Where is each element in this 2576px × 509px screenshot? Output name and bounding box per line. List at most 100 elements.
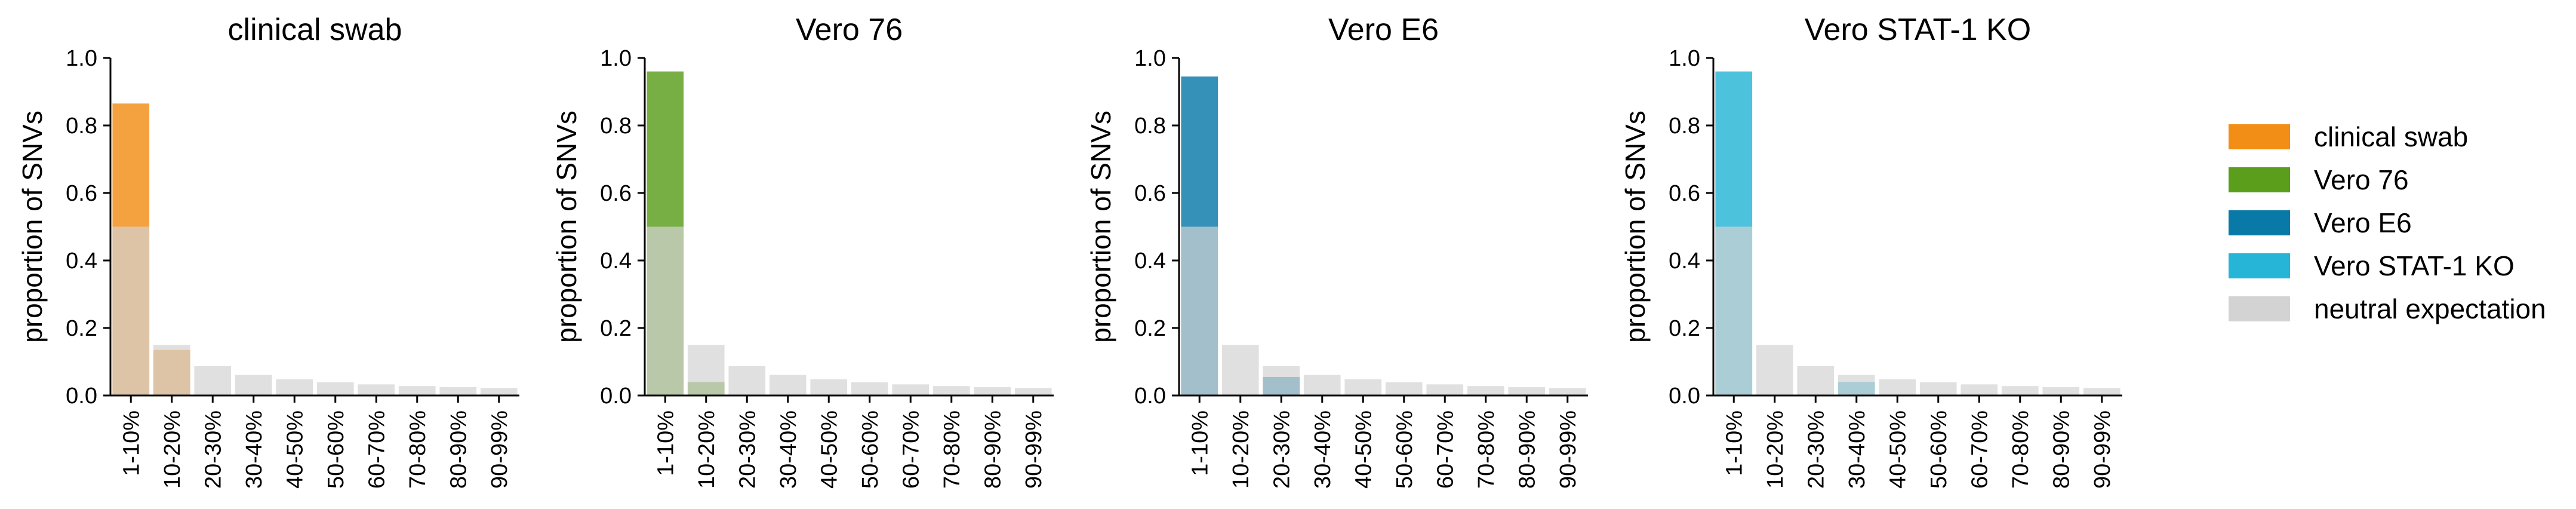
bar-neutral-80-90%	[974, 387, 1011, 395]
x-tick-label: 30-40%	[776, 410, 801, 489]
x-tick-label: 1-10%	[1722, 410, 1747, 476]
y-tick-label: 0.2	[66, 316, 97, 341]
legend-swatch-3	[2229, 210, 2290, 235]
bar-neutral-70-80%	[2001, 386, 2039, 395]
bar-neutral-10-20%	[1221, 345, 1259, 395]
bar-neutral-50-60%	[851, 382, 888, 395]
x-tick-label: 50-60%	[1392, 410, 1417, 489]
x-tick-label: 70-80%	[1474, 410, 1499, 489]
legend: clinical swab Vero 76 Vero E6 Vero STAT-1 K…	[2229, 121, 2546, 324]
x-tick-label: 20-30%	[1269, 410, 1294, 489]
y-tick-label: 0.8	[66, 114, 97, 139]
bar-neutral-70-80%	[932, 386, 970, 395]
bar-neutral-50-60%	[1919, 382, 1957, 395]
bar-neutral-1-10%	[112, 226, 150, 395]
x-tick-label: 10-20%	[694, 410, 719, 489]
bar-neutral-70-80%	[1467, 386, 1504, 395]
x-tick-label: 80-90%	[2049, 410, 2074, 489]
legend-swatch-1	[2229, 124, 2290, 149]
x-tick-label: 10-20%	[1763, 410, 1788, 489]
x-tick-label: 1-10%	[119, 410, 144, 476]
x-tick-label: 30-40%	[1310, 410, 1335, 489]
y-tick-label: 0.6	[1669, 181, 1700, 206]
legend-label: clinical swab	[2314, 121, 2468, 152]
x-tick-label: 60-70%	[1433, 410, 1458, 489]
bar-neutral-60-70%	[1426, 384, 1464, 395]
bar-neutral-50-60%	[1385, 382, 1423, 395]
y-tick-label: 0.8	[1669, 114, 1700, 139]
x-tick-label: 70-80%	[405, 410, 430, 489]
x-tick-label: 80-90%	[446, 410, 471, 489]
x-tick-label: 10-20%	[160, 410, 185, 489]
x-tick-label: 10-20%	[1229, 410, 1254, 489]
x-tick-label: 20-30%	[735, 410, 760, 489]
x-tick-label: 50-60%	[324, 410, 349, 489]
bar-neutral-40-50%	[276, 379, 313, 395]
y-tick-label: 0.0	[1134, 384, 1166, 409]
y-tick-label: 0.2	[1669, 316, 1700, 341]
panel-title: Vero STAT-1 KO	[1805, 13, 2032, 47]
x-tick-label: 50-60%	[1926, 410, 1952, 489]
x-tick-label: 1-10%	[1187, 410, 1212, 476]
bar-neutral-90-99%	[480, 388, 518, 395]
x-tick-label: 50-60%	[858, 410, 883, 489]
y-tick-label: 0.2	[1134, 316, 1166, 341]
y-tick-label: 0.4	[1134, 249, 1166, 274]
bar-neutral-30-40%	[1838, 375, 1875, 395]
chart-panel-1: clinical swab proportion of SNVs 0.0 0.2 0.4…	[17, 13, 519, 489]
chart-panel-4: Vero STAT-1 KO proportion of SNVs 0.0 0.2 0.…	[1620, 13, 2122, 489]
y-axis-label: proportion of SNVs	[1620, 111, 1651, 343]
x-tick-label: 60-70%	[364, 410, 389, 489]
bar-neutral-10-20%	[687, 345, 725, 395]
x-tick-label: 40-50%	[1885, 410, 1910, 489]
y-axis-label: proportion of SNVs	[1085, 111, 1116, 343]
x-tick-label: 70-80%	[2008, 410, 2033, 489]
x-tick-label: 20-30%	[1803, 410, 1829, 489]
x-tick-label: 20-30%	[201, 410, 226, 489]
legend-label: Vero E6	[2314, 207, 2412, 238]
bar-neutral-80-90%	[2042, 387, 2080, 395]
panel-title: Vero E6	[1328, 13, 1439, 47]
y-axis-label: proportion of SNVs	[551, 111, 582, 343]
bar-neutral-1-10%	[1715, 226, 1753, 395]
y-tick-label: 1.0	[600, 46, 632, 71]
bar-neutral-1-10%	[1181, 226, 1218, 395]
y-tick-label: 0.4	[66, 249, 97, 274]
y-tick-label: 0.0	[1669, 384, 1700, 409]
x-tick-label: 90-99%	[487, 410, 512, 489]
bar-neutral-30-40%	[769, 375, 807, 395]
y-tick-label: 0.6	[600, 181, 632, 206]
x-tick-label: 30-40%	[1845, 410, 1870, 489]
bar-neutral-80-90%	[439, 387, 477, 395]
x-tick-label: 90-99%	[1021, 410, 1047, 489]
x-tick-label: 40-50%	[1351, 410, 1376, 489]
x-tick-label: 80-90%	[1515, 410, 1540, 489]
bar-neutral-60-70%	[892, 384, 930, 395]
y-tick-label: 1.0	[1669, 46, 1700, 71]
y-tick-label: 0.8	[600, 114, 632, 139]
chart-panel-3: Vero E6 proportion of SNVs 0.0 0.2 0.4 0.6 0.8…	[1085, 13, 1588, 489]
x-tick-label: 30-40%	[242, 410, 267, 489]
y-tick-label: 0.4	[1669, 249, 1700, 274]
y-tick-label: 0.2	[600, 316, 632, 341]
bar-neutral-40-50%	[1344, 379, 1382, 395]
bar-neutral-20-30%	[1797, 366, 1835, 395]
bar-neutral-60-70%	[1961, 384, 1998, 395]
bar-neutral-20-30%	[1263, 366, 1300, 395]
y-tick-label: 0.0	[66, 384, 97, 409]
bar-neutral-50-60%	[316, 382, 354, 395]
y-tick-label: 0.0	[600, 384, 632, 409]
y-tick-label: 1.0	[1134, 46, 1166, 71]
y-tick-label: 0.4	[600, 249, 632, 274]
bar-neutral-60-70%	[358, 384, 395, 395]
legend-swatch-2	[2229, 167, 2290, 192]
bar-neutral-20-30%	[194, 366, 232, 395]
y-tick-label: 1.0	[66, 46, 97, 71]
x-tick-label: 60-70%	[1967, 410, 1992, 489]
y-axis-label: proportion of SNVs	[17, 111, 48, 343]
x-tick-label: 90-99%	[1556, 410, 1581, 489]
bar-neutral-40-50%	[1879, 379, 1916, 395]
x-tick-label: 70-80%	[940, 410, 965, 489]
x-tick-label: 80-90%	[980, 410, 1005, 489]
